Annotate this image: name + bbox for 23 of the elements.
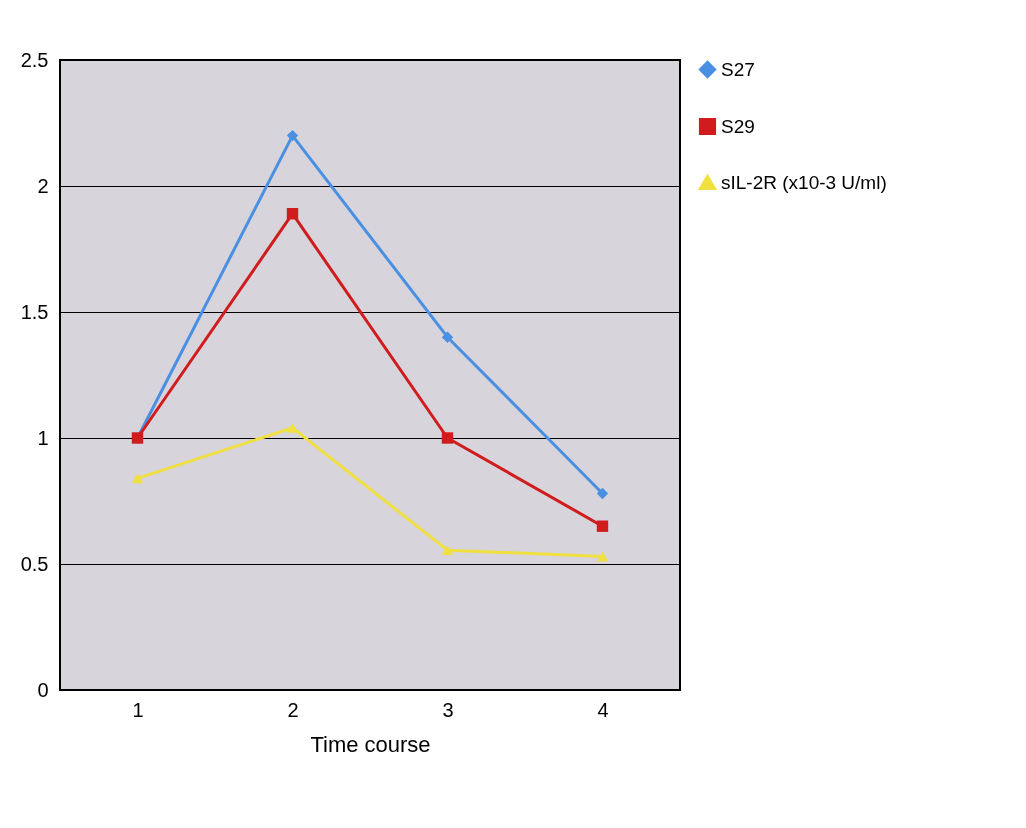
x-axis-title: Time course — [310, 731, 431, 757]
point — [441, 331, 454, 343]
y-tick-label: 0 — [37, 678, 49, 701]
y-tick-label: 2 — [37, 174, 49, 197]
point — [596, 551, 609, 562]
x-tick-label: 4 — [597, 698, 609, 721]
point — [286, 208, 299, 220]
x-tick-label: 2 — [287, 698, 299, 721]
legend-label: S27 — [721, 58, 755, 80]
point — [596, 487, 609, 500]
y-tick-label: 0.5 — [20, 552, 49, 575]
x-tick-label: 3 — [442, 698, 454, 721]
y-tick-label: 1.5 — [20, 300, 49, 323]
point — [596, 520, 609, 532]
legend-label: S29 — [721, 115, 755, 137]
point — [131, 473, 144, 484]
point — [441, 432, 454, 444]
y-tick-label: 1 — [37, 426, 49, 449]
x-tick-label: 1 — [132, 698, 144, 721]
point — [286, 129, 299, 142]
legend-label: sIL-2R (x10-3 U/ml) — [721, 171, 887, 193]
y-tick-label: 2.5 — [20, 48, 49, 71]
point — [441, 545, 454, 556]
